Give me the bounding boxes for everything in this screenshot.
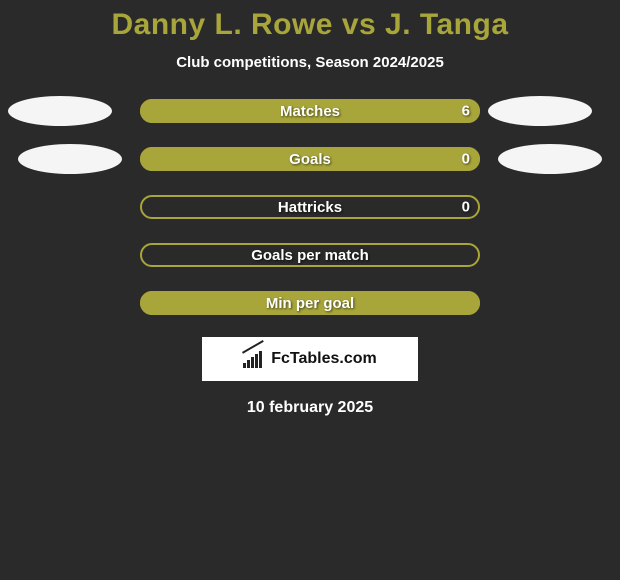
stat-label: Hattricks — [278, 199, 342, 216]
stat-label: Goals — [289, 151, 331, 168]
player-photo-left — [8, 96, 112, 126]
player-photo-right — [488, 96, 592, 126]
player-photo-right — [498, 144, 602, 174]
stat-label: Goals per match — [251, 247, 369, 264]
page-title: Danny L. Rowe vs J. Tanga — [111, 8, 508, 42]
date-text: 10 february 2025 — [247, 399, 373, 417]
stat-label: Min per goal — [266, 295, 354, 312]
page-subtitle: Club competitions, Season 2024/2025 — [176, 54, 444, 71]
stat-bars-area: Matches 6 Goals 0 Hattricks 0 Goals per match M… — [0, 99, 620, 315]
stat-row: Goals per match — [140, 243, 480, 267]
stat-row: Min per goal — [140, 291, 480, 315]
stat-value-right: 0 — [462, 151, 470, 168]
logo-text: FcTables.com — [271, 350, 377, 368]
stat-row: Goals 0 — [140, 147, 480, 171]
stat-value-right: 6 — [462, 103, 470, 120]
stat-value-right: 0 — [462, 199, 470, 216]
player-photo-left — [18, 144, 122, 174]
stat-row: Hattricks 0 — [140, 195, 480, 219]
infographic-container: Danny L. Rowe vs J. Tanga Club competiti… — [0, 0, 620, 417]
logo-chart-icon — [243, 350, 265, 368]
stat-label: Matches — [280, 103, 340, 120]
stat-row: Matches 6 — [140, 99, 480, 123]
logo-box: FcTables.com — [202, 337, 418, 381]
